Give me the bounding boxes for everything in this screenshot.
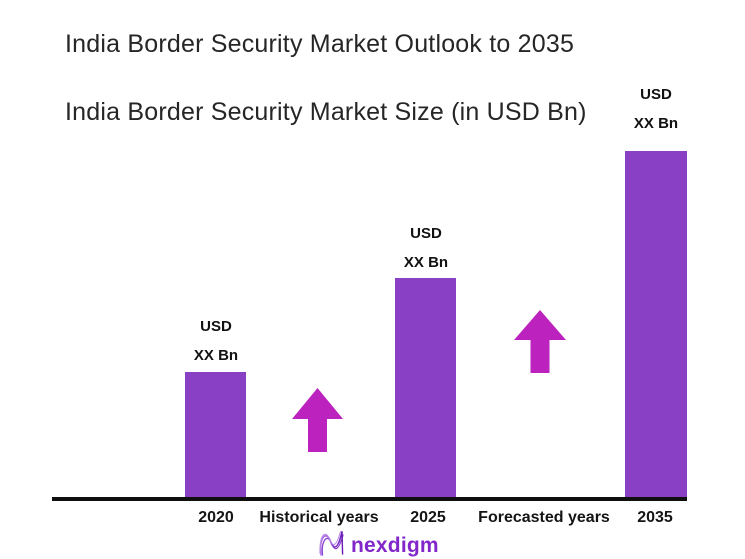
- bar-value-line2: XX Bn: [193, 347, 239, 364]
- bar-value-line1: USD: [200, 318, 232, 335]
- bar-2020: [185, 372, 246, 500]
- nexdigm-logo-icon: [318, 529, 345, 559]
- bar-value-line1: USD: [640, 86, 672, 103]
- bar-2025: [395, 278, 456, 500]
- period-label-forecasted: Forecasted years: [478, 509, 610, 526]
- bar-value-line2: XX Bn: [633, 115, 679, 132]
- period-label-historical: Historical years: [259, 509, 379, 526]
- chart-title: India Border Security Market Outlook to …: [65, 30, 575, 58]
- bar-value-line2: XX Bn: [403, 254, 449, 271]
- x-tick-2035: 2035: [637, 509, 673, 526]
- up-arrow-icon: [292, 388, 343, 457]
- chart-subtitle: India Border Security Market Size (in US…: [65, 98, 587, 126]
- x-tick-2025: 2025: [410, 509, 446, 526]
- x-axis-line: [52, 497, 687, 501]
- nexdigm-logo: nexdigm: [318, 529, 439, 559]
- up-arrow-icon: [514, 310, 566, 378]
- bar-value-label-2020: USD XX Bn: [156, 312, 276, 370]
- x-tick-2020: 2020: [198, 509, 234, 526]
- bar-2035: [625, 151, 687, 500]
- bar-value-label-2025: USD XX Bn: [366, 219, 486, 277]
- bar-value-line1: USD: [410, 225, 442, 242]
- nexdigm-logo-text: nexdigm: [351, 533, 439, 557]
- bar-value-label-2035: USD XX Bn: [596, 80, 716, 138]
